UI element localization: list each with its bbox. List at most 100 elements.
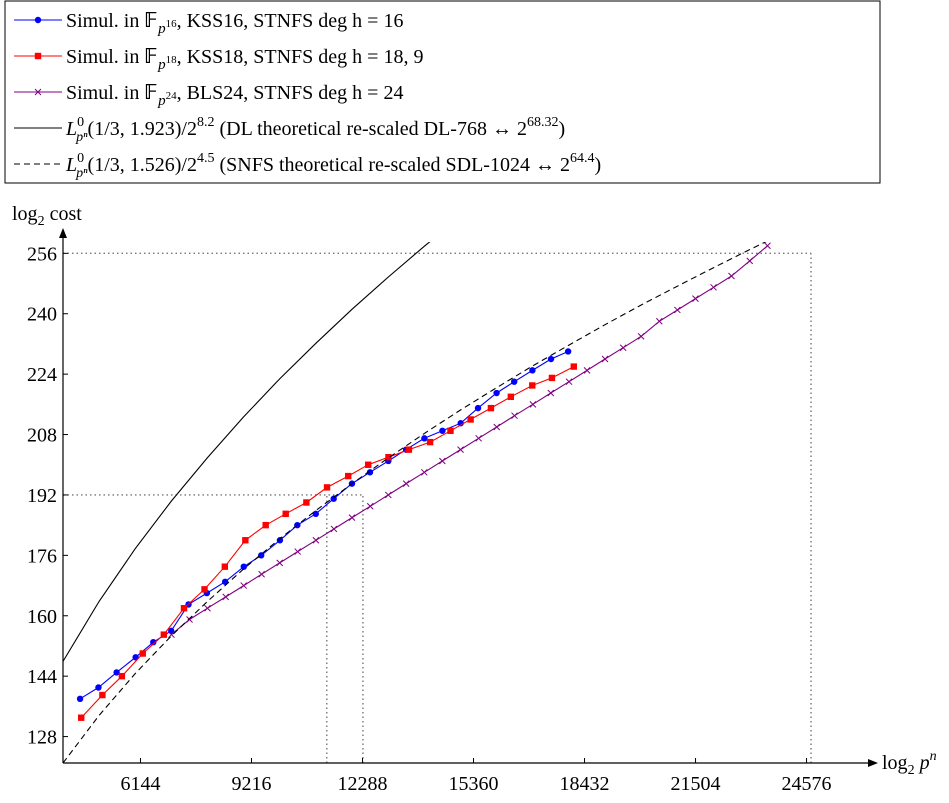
series-dl-theoretical (63, 242, 431, 662)
data-point (692, 295, 699, 302)
data-point (439, 427, 446, 434)
data-point (728, 272, 735, 280)
data-point (674, 306, 681, 314)
data-point (487, 404, 495, 412)
legend-sup: 4.5 (197, 151, 215, 166)
legend-text: , KSS18, STNFS deg h = 18, 9 (177, 46, 424, 68)
x-tick-label: 24576 (782, 773, 832, 795)
data-point (565, 378, 573, 386)
data-point (276, 559, 284, 567)
x-axis-label-base: 2 (908, 763, 915, 778)
legend-entry-label: Simul. in 𝔽p24, BLS24, STNFS deg h = 24 (66, 80, 403, 109)
data-point-stroke (529, 400, 537, 408)
data-point (457, 420, 464, 427)
legend-entry-3: L0 pⁿ(1/3, 1.923)/28.2 (DL theoretical re… (14, 115, 565, 145)
data-point (511, 412, 518, 420)
plot-area (63, 242, 812, 763)
data-point-stroke (619, 344, 627, 352)
legend-field-symbol: 𝔽 (144, 8, 158, 32)
y-tick-label: 256 (27, 243, 57, 265)
data-point (529, 367, 536, 374)
data-point-stroke (457, 446, 464, 453)
data-point-stroke (34, 88, 42, 96)
y-tick-label: 128 (27, 727, 57, 749)
data-point-stroke (438, 457, 446, 465)
series-kss16 (76, 348, 572, 703)
data-point (385, 453, 392, 461)
y-tick-label: 192 (27, 485, 57, 507)
data-point-stroke (366, 502, 374, 510)
data-point (34, 88, 42, 96)
data-point-stroke (204, 604, 211, 612)
data-point (366, 502, 374, 510)
data-point-stroke (565, 378, 573, 386)
data-point-stroke (186, 616, 193, 623)
data-point-stroke (384, 491, 392, 499)
series-snfs-theoretical (63, 242, 767, 763)
data-point (457, 446, 464, 453)
legend-entry-2: Simul. in 𝔽p24, BLS24, STNFS deg h = 24 (14, 80, 403, 109)
legend-text: , KSS16, STNFS deg h = 16 (177, 10, 404, 32)
x-tick-label: 12288 (337, 773, 387, 795)
y-axis-label-log: log (12, 203, 38, 225)
y-axis-label: log2 cost (12, 203, 82, 229)
data-point (330, 525, 338, 533)
data-point-stroke (312, 536, 320, 544)
legend-sub: p (157, 57, 166, 73)
data-point (99, 691, 106, 699)
data-point (303, 499, 310, 506)
data-point (547, 389, 555, 397)
data-point (118, 672, 126, 680)
data-point-stroke (493, 423, 501, 431)
x-tick-label: 9216 (231, 773, 271, 795)
data-point (323, 484, 331, 491)
legend-sup: 0 (77, 115, 84, 130)
legend-entry-1: Simul. in 𝔽p18, KSS18, STNFS deg h = 18,… (14, 44, 423, 73)
data-point (570, 363, 577, 370)
data-point (619, 344, 627, 352)
data-point (348, 514, 356, 521)
data-point (201, 586, 208, 593)
axes: 6144 9216 12288 15360 18432 21504 24576 128 144 1… (12, 203, 937, 795)
data-point-stroke (258, 570, 265, 578)
data-point (113, 669, 120, 676)
x-axis-label: log2 pn (882, 749, 937, 778)
legend-sub: p (157, 93, 166, 109)
legend-sup: 18 (166, 54, 178, 66)
data-point-stroke (168, 631, 175, 638)
series-line (63, 242, 431, 662)
legend-sup: 16 (166, 18, 178, 30)
data-point (583, 367, 591, 374)
legend-sup: 68.32 (527, 115, 559, 130)
series-line (171, 245, 768, 636)
data-point (168, 631, 175, 638)
data-point (294, 548, 302, 555)
data-point-stroke (276, 559, 284, 567)
series-bls24 (168, 242, 771, 638)
data-point (402, 480, 410, 487)
legend-text: L (65, 154, 77, 176)
legend-entry-label: L0 pⁿ(1/3, 1.526)/24.5 (SNFS theoretical … (65, 151, 601, 181)
data-point (76, 695, 84, 703)
y-axis-label-base: 2 (38, 214, 45, 229)
data-point (78, 714, 85, 721)
data-point-stroke (674, 306, 681, 314)
data-point (493, 389, 500, 397)
data-point (221, 563, 229, 570)
data-point (312, 536, 320, 544)
data-point-stroke (692, 295, 699, 302)
legend-sup: 64.4 (570, 151, 595, 166)
legend-sup: 8.2 (197, 115, 215, 130)
data-point (150, 638, 157, 646)
data-point-stroke (728, 272, 735, 280)
legend-entry-label: L0 pⁿ(1/3, 1.923)/28.2 (DL theoretical re… (65, 115, 565, 145)
data-point (764, 242, 771, 250)
data-point-stroke (294, 548, 302, 555)
y-tick-label: 160 (27, 606, 57, 628)
data-point (222, 593, 230, 601)
legend-field-symbol: 𝔽 (144, 80, 158, 104)
data-point (405, 446, 413, 453)
data-point (221, 578, 229, 585)
data-point (426, 438, 434, 446)
